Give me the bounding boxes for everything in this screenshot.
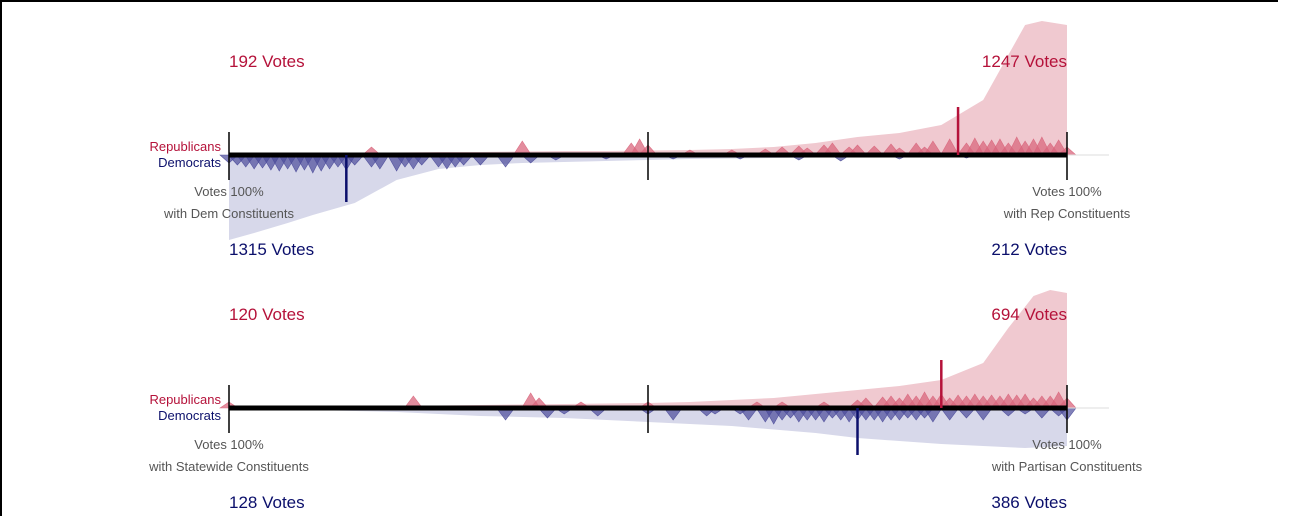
republicans-label: Republicans [149, 392, 221, 407]
left-end-label-line2: with Statewide Constituents [148, 459, 309, 474]
democrats-label: Democrats [158, 408, 221, 423]
left-end-label-line1: Votes 100% [194, 184, 264, 199]
rep-count-left: 192 Votes [229, 52, 305, 71]
left-end-label-line2: with Dem Constituents [163, 206, 295, 221]
dem-count-left: 128 Votes [229, 493, 305, 512]
points-layer [219, 391, 1077, 425]
right-end-label-line2: with Partisan Constituents [991, 459, 1143, 474]
dem-count-right: 212 Votes [991, 240, 1067, 259]
right-end-label-line1: Votes 100% [1032, 437, 1102, 452]
density-layer [229, 21, 1067, 240]
rep-count-right: 694 Votes [991, 305, 1067, 324]
dem-count-right: 386 Votes [991, 493, 1067, 512]
republicans-label: Republicans [149, 139, 221, 154]
dem-count-left: 1315 Votes [229, 240, 314, 259]
right-end-label-line1: Votes 100% [1032, 184, 1102, 199]
panel-statewide-partisan-constituents: 120 Votes 694 Votes 128 Votes 386 Votes … [148, 290, 1143, 512]
panel-dem-rep-constituents: 192 Votes 1247 Votes 1315 Votes 212 Vote… [149, 21, 1131, 259]
rep-count-left: 120 Votes [229, 305, 305, 324]
left-end-label-line1: Votes 100% [194, 437, 264, 452]
right-end-label-line2: with Rep Constituents [1003, 206, 1131, 221]
democrats-label: Democrats [158, 155, 221, 170]
rep-count-right: 1247 Votes [982, 52, 1067, 71]
axis-layer [228, 107, 1109, 202]
axis-layer [228, 360, 1109, 455]
